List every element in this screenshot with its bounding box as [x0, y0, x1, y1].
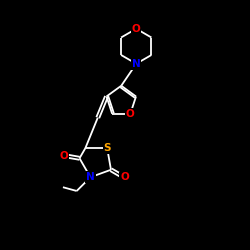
Text: O: O: [120, 172, 129, 182]
Text: N: N: [86, 172, 95, 182]
Text: O: O: [132, 24, 140, 34]
Text: S: S: [104, 143, 111, 153]
Text: O: O: [126, 109, 135, 119]
Text: O: O: [60, 150, 68, 160]
Text: N: N: [132, 59, 140, 69]
